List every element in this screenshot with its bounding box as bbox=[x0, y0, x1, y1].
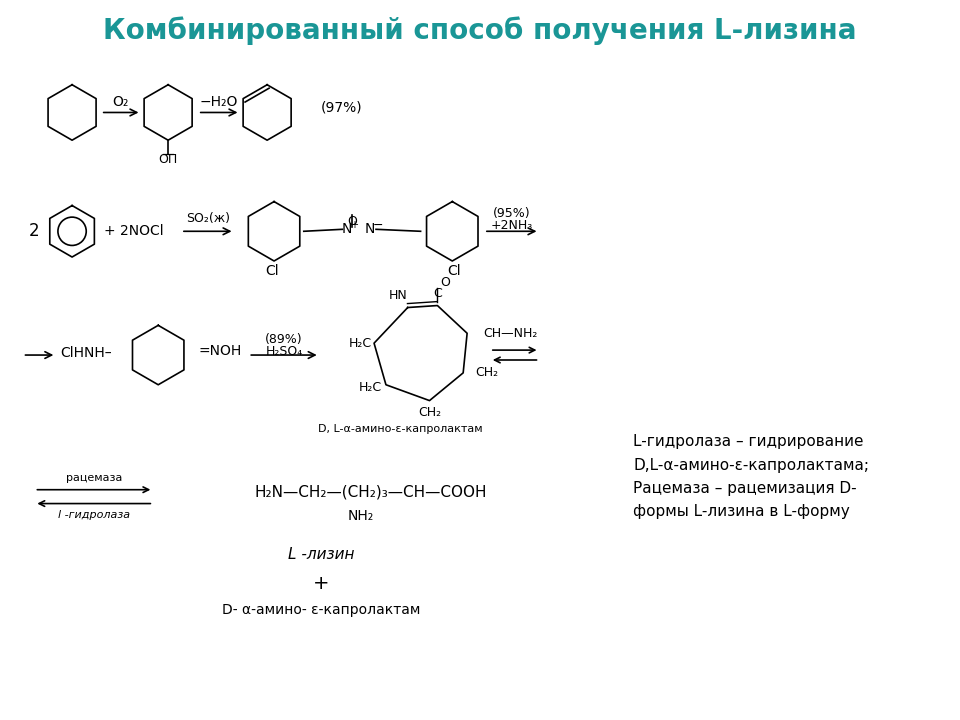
Text: O: O bbox=[441, 276, 450, 289]
Text: O: O bbox=[348, 215, 357, 228]
Text: H₂SO₄: H₂SO₄ bbox=[265, 345, 302, 358]
Text: (89%): (89%) bbox=[265, 333, 302, 346]
Text: H₂N—CH₂—(CH₂)₃—CH—COOH: H₂N—CH₂—(CH₂)₃—CH—COOH bbox=[254, 484, 488, 499]
Text: 2: 2 bbox=[29, 222, 39, 240]
Text: −H₂O: −H₂O bbox=[200, 94, 238, 109]
Text: =NOH: =NOH bbox=[199, 344, 242, 358]
Text: Комбинированный способ получения L-лизина: Комбинированный способ получения L-лизин… bbox=[104, 16, 856, 45]
Text: +: + bbox=[350, 220, 358, 230]
Text: D, L-α-амино-ε-капролактам: D, L-α-амино-ε-капролактам bbox=[319, 424, 483, 434]
Text: ClHNH–: ClHNH– bbox=[60, 346, 111, 360]
Text: + 2NOCl: + 2NOCl bbox=[104, 225, 163, 238]
Text: N: N bbox=[341, 222, 351, 236]
Text: Cl: Cl bbox=[265, 264, 279, 278]
Text: D- α-амино- ε-капролактам: D- α-амино- ε-капролактам bbox=[223, 603, 420, 618]
Text: OП: OП bbox=[158, 153, 178, 166]
Text: CH₂: CH₂ bbox=[475, 366, 498, 379]
Text: H₂C: H₂C bbox=[348, 337, 372, 350]
Text: Cl: Cl bbox=[447, 264, 461, 278]
Text: C: C bbox=[433, 287, 442, 300]
Text: (95%): (95%) bbox=[492, 207, 531, 220]
Text: NH₂: NH₂ bbox=[348, 510, 374, 523]
Text: O₂: O₂ bbox=[112, 94, 129, 109]
Text: CH₂: CH₂ bbox=[418, 406, 441, 419]
Text: рацемаза: рацемаза bbox=[65, 473, 122, 483]
Text: SO₂(ж): SO₂(ж) bbox=[185, 212, 229, 225]
Text: +2NH₃: +2NH₃ bbox=[491, 219, 533, 232]
Text: (97%): (97%) bbox=[321, 101, 362, 114]
Text: L-гидролаза – гидрирование
D,L-α-амино-ε-капролактама;
Рацемаза – рацемизация D-: L-гидролаза – гидрирование D,L-α-амино-ε… bbox=[634, 434, 870, 519]
Text: l -гидролаза: l -гидролаза bbox=[58, 510, 130, 521]
Text: HN: HN bbox=[389, 289, 407, 302]
Text: CH—NH₂: CH—NH₂ bbox=[483, 327, 538, 340]
Text: N: N bbox=[365, 222, 375, 236]
Text: −: − bbox=[372, 219, 383, 232]
Text: +: + bbox=[313, 575, 330, 593]
Text: L -лизин: L -лизин bbox=[288, 546, 355, 562]
Text: H₂C: H₂C bbox=[358, 381, 382, 395]
